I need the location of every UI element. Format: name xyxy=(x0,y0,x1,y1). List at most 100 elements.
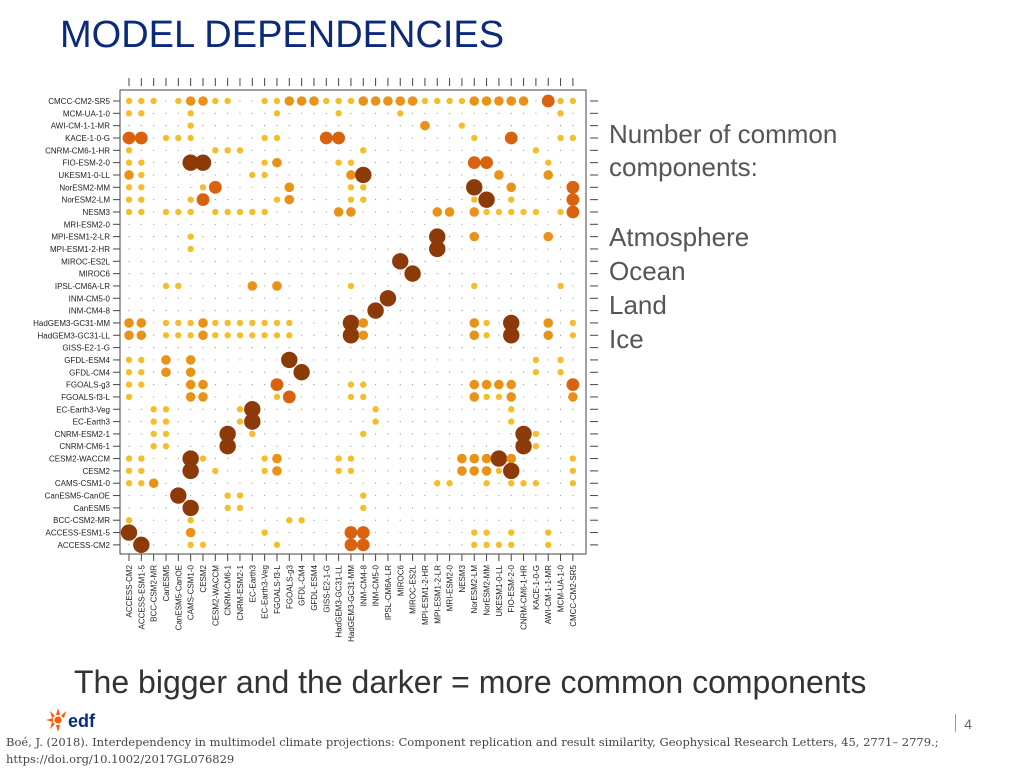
empty-cell-dot xyxy=(448,507,451,509)
empty-cell-dot xyxy=(325,433,327,435)
empty-cell-dot xyxy=(510,445,512,447)
empty-cell-dot xyxy=(535,162,537,164)
empty-cell-dot xyxy=(177,260,179,262)
empty-cell-dot xyxy=(461,186,463,188)
empty-cell-dot xyxy=(375,383,377,386)
empty-cell-dot xyxy=(535,470,537,472)
empty-cell-dot xyxy=(153,273,155,275)
dependency-bubble xyxy=(236,208,244,216)
empty-cell-dot xyxy=(177,149,179,151)
empty-cell-dot xyxy=(190,433,192,435)
empty-cell-dot xyxy=(411,433,414,435)
dependency-bubble xyxy=(185,367,196,378)
empty-cell-dot xyxy=(165,396,167,398)
dependency-bubble xyxy=(347,455,355,462)
dependency-bubble xyxy=(356,526,370,539)
empty-cell-dot xyxy=(498,359,500,361)
empty-cell-dot xyxy=(411,408,414,410)
dependency-bubble xyxy=(170,487,187,504)
empty-cell-dot xyxy=(510,507,512,509)
dependency-bubble xyxy=(198,330,208,341)
empty-cell-dot xyxy=(424,223,426,225)
dependency-bubble xyxy=(569,332,577,339)
empty-cell-dot xyxy=(547,199,549,201)
dependency-bubble xyxy=(481,96,492,106)
dependency-bubble xyxy=(360,430,367,438)
empty-cell-dot xyxy=(436,273,438,275)
empty-cell-dot xyxy=(177,125,179,127)
empty-cell-dot xyxy=(498,507,500,509)
empty-cell-dot xyxy=(227,236,229,238)
empty-cell-dot xyxy=(498,433,500,435)
empty-cell-dot xyxy=(288,371,290,373)
dependency-bubble xyxy=(261,529,268,536)
empty-cell-dot xyxy=(411,494,414,497)
column-label: ACCESS-ESM1-5 xyxy=(137,564,146,629)
empty-cell-dot xyxy=(387,112,389,114)
empty-cell-dot xyxy=(547,494,549,497)
dependency-bubble xyxy=(161,367,171,378)
legend-heading-line1: Number of common xyxy=(609,119,838,149)
dependency-bubble xyxy=(335,467,342,475)
empty-cell-dot xyxy=(461,383,463,386)
empty-cell-dot xyxy=(313,433,315,435)
empty-cell-dot xyxy=(313,285,315,287)
empty-cell-dot xyxy=(535,544,537,546)
empty-cell-dot xyxy=(411,371,414,373)
empty-cell-dot xyxy=(559,544,562,546)
empty-cell-dot xyxy=(436,174,438,176)
empty-cell-dot xyxy=(288,507,290,509)
empty-cell-dot xyxy=(572,285,574,287)
dependency-bubble xyxy=(175,208,182,216)
row-label: HadGEM3-GC31-MM xyxy=(33,319,110,328)
dependency-bubble xyxy=(261,467,268,475)
empty-cell-dot xyxy=(522,519,525,521)
empty-cell-dot xyxy=(461,433,463,435)
empty-cell-dot xyxy=(264,199,266,201)
empty-cell-dot xyxy=(350,260,352,262)
empty-cell-dot xyxy=(399,420,401,423)
dependency-bubble xyxy=(506,453,517,464)
empty-cell-dot xyxy=(473,507,475,509)
row-label: EC-Earth3-Veg xyxy=(56,405,110,414)
dependency-bubble xyxy=(175,134,182,142)
dependency-bubble xyxy=(471,196,478,203)
empty-cell-dot xyxy=(177,248,179,250)
dependency-bubble xyxy=(342,327,360,344)
empty-cell-dot xyxy=(140,445,142,447)
empty-cell-dot xyxy=(288,482,290,484)
dependency-bubble xyxy=(569,319,577,327)
empty-cell-dot xyxy=(498,494,500,497)
empty-cell-dot xyxy=(140,433,142,435)
dependency-bubble xyxy=(236,319,244,327)
empty-cell-dot xyxy=(572,531,574,534)
empty-cell-dot xyxy=(522,273,525,275)
empty-cell-dot xyxy=(313,248,315,250)
empty-cell-dot xyxy=(288,531,290,534)
empty-cell-dot xyxy=(325,482,327,484)
empty-cell-dot xyxy=(522,236,525,238)
empty-cell-dot xyxy=(214,285,216,287)
row-label: GISS-E2-1-G xyxy=(62,344,110,353)
empty-cell-dot xyxy=(399,211,401,213)
empty-cell-dot xyxy=(559,507,562,509)
empty-cell-dot xyxy=(227,273,229,275)
empty-cell-dot xyxy=(214,162,216,164)
empty-cell-dot xyxy=(153,248,155,250)
dependency-bubble xyxy=(481,466,492,476)
empty-cell-dot xyxy=(387,260,389,262)
empty-cell-dot xyxy=(153,285,155,287)
empty-cell-dot xyxy=(559,457,562,460)
empty-cell-dot xyxy=(535,507,537,509)
empty-cell-dot xyxy=(387,519,389,521)
empty-cell-dot xyxy=(424,236,426,238)
empty-cell-dot xyxy=(251,273,253,275)
empty-cell-dot xyxy=(153,519,155,521)
empty-cell-dot xyxy=(411,445,414,447)
empty-cell-dot xyxy=(227,297,229,299)
empty-cell-dot xyxy=(288,297,290,299)
dependency-bubble xyxy=(420,120,430,131)
empty-cell-dot xyxy=(214,531,216,534)
empty-cell-dot xyxy=(239,347,241,349)
empty-cell-dot xyxy=(325,223,327,225)
